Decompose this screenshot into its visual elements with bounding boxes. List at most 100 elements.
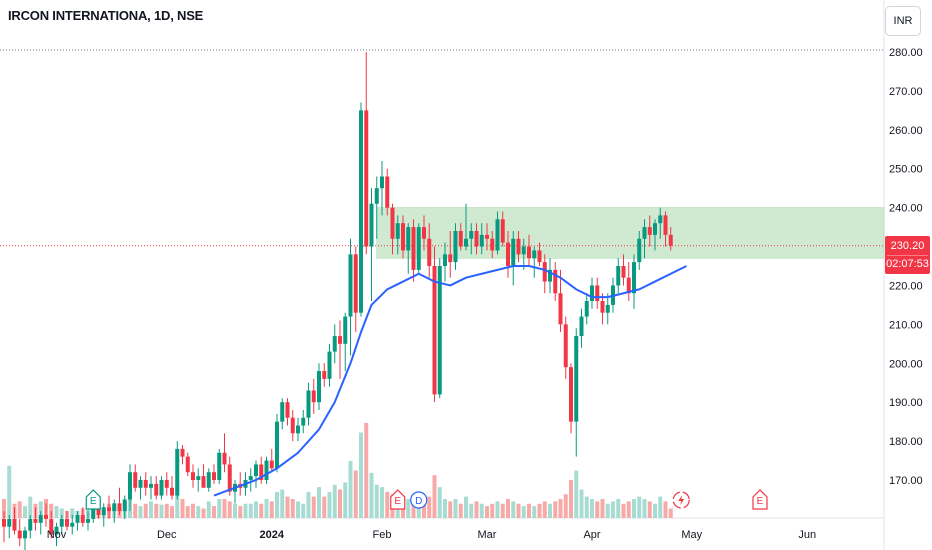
candle: [175, 441, 180, 500]
volume-bar: [332, 484, 337, 518]
candle: [317, 363, 321, 410]
volume-bar: [159, 504, 164, 518]
volume-bar: [23, 506, 27, 518]
resistance-zone: [0, 207, 885, 259]
candle: [527, 234, 531, 266]
last-price-tag: 230.20 02:07:53: [885, 236, 930, 274]
volume-bar: [185, 506, 190, 518]
candle: [458, 223, 463, 251]
event-marker: E: [85, 489, 101, 510]
candle-body: [217, 452, 222, 480]
candle: [511, 230, 516, 286]
candle: [658, 207, 663, 239]
candle: [401, 215, 405, 259]
candle: [637, 230, 642, 270]
candle-body: [458, 230, 463, 247]
candle: [537, 242, 542, 266]
candle-body: [521, 246, 526, 255]
candle: [206, 468, 211, 492]
candle: [479, 223, 484, 255]
candle-body: [385, 176, 390, 208]
candle-body: [248, 476, 253, 480]
volume-bar: [275, 491, 279, 518]
candle: [600, 293, 605, 325]
volume-bar: [374, 484, 379, 518]
candle: [668, 227, 673, 251]
candle: [469, 223, 474, 255]
candle-body: [469, 230, 474, 239]
candle: [500, 211, 505, 247]
candle-body: [175, 448, 180, 496]
candle: [647, 215, 652, 247]
candle: [406, 223, 411, 274]
candle-body: [563, 324, 568, 368]
candle: [12, 507, 17, 535]
candle: [49, 511, 54, 539]
candle-body: [369, 203, 374, 247]
candle: [343, 312, 348, 372]
candle: [185, 452, 190, 477]
candle: [128, 464, 132, 512]
volume-bar: [338, 489, 342, 518]
candle: [521, 238, 526, 270]
volume-bar: [359, 432, 363, 518]
y-tick-label: 270.00: [889, 86, 923, 98]
volume-bar: [464, 496, 468, 518]
volume-bar: [264, 499, 269, 518]
candle-body: [296, 425, 300, 434]
candle: [584, 293, 589, 325]
candle-body: [54, 526, 59, 535]
volume-bar: [448, 501, 453, 518]
axes: 280.00270.00260.00250.00240.00230.00220.…: [47, 47, 923, 541]
candle: [322, 363, 327, 387]
candle-body: [527, 246, 531, 259]
candle: [233, 480, 237, 504]
candle: [65, 511, 69, 531]
volume-bar: [574, 470, 579, 518]
candle-body: [590, 285, 594, 302]
candle: [154, 476, 159, 500]
candle: [642, 219, 647, 259]
candle: [59, 515, 64, 535]
volume-bar: [458, 503, 463, 518]
volume-bar: [548, 503, 552, 518]
candle-body: [17, 530, 22, 539]
candle: [395, 215, 400, 255]
candle-body: [647, 227, 652, 235]
candle-body: [196, 476, 201, 480]
currency-selector[interactable]: INR: [885, 6, 921, 36]
candle: [138, 476, 143, 500]
marker-letter: E: [757, 496, 764, 507]
volume-bar: [196, 506, 201, 518]
candle: [348, 238, 353, 356]
x-tick-label: Mar: [478, 529, 497, 541]
candle-body: [464, 238, 468, 247]
volume-bar: [280, 489, 285, 518]
candle-body: [406, 227, 411, 251]
volume-bar: [317, 487, 321, 518]
volume-bar: [453, 499, 458, 518]
volume-bar: [7, 465, 12, 518]
candle-body: [558, 293, 563, 325]
candle: [112, 499, 117, 523]
event-marker: D: [410, 491, 428, 509]
volume-bar: [296, 501, 300, 518]
candle-body: [416, 227, 421, 270]
candle: [626, 262, 631, 302]
volume-bar: [637, 496, 642, 518]
candle-body: [285, 402, 290, 418]
earnings-marker: [390, 489, 406, 510]
candle: [595, 277, 600, 309]
volume-bar: [38, 501, 43, 518]
candle-body: [443, 254, 447, 266]
candle: [621, 254, 626, 286]
candle: [44, 503, 48, 527]
volume-bar: [642, 499, 647, 518]
candle-body: [128, 472, 132, 500]
candle-body: [23, 530, 27, 539]
candle-body: [254, 464, 258, 477]
volume-bar: [605, 503, 610, 518]
candle: [616, 258, 621, 294]
volume-bar: [521, 506, 526, 518]
